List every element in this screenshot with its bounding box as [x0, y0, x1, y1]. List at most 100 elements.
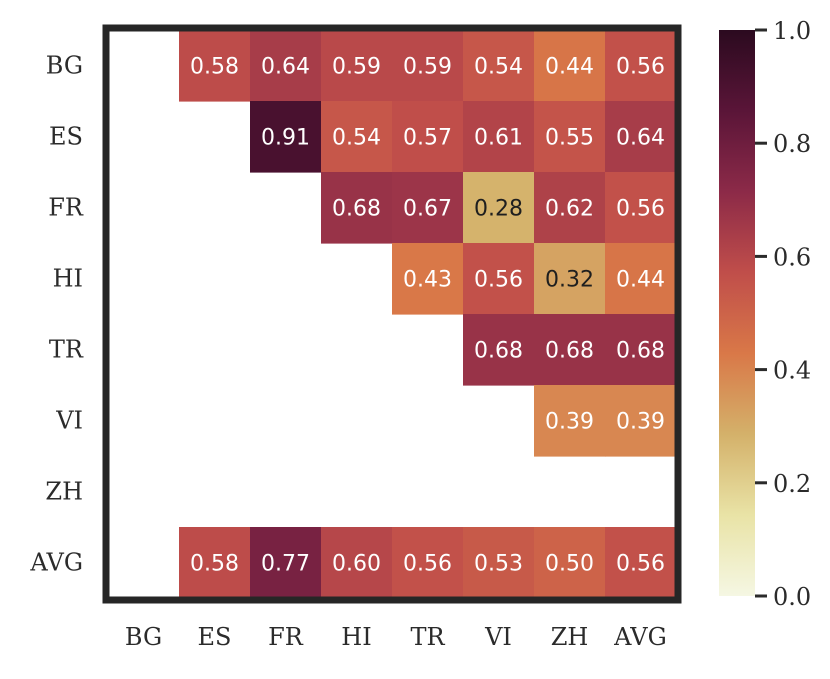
heatmap-cell-bg-hi [321, 30, 393, 102]
heatmap-cell-avg-tr [392, 527, 464, 599]
cell-value-label: 0.68 [332, 197, 381, 222]
heatmap-cell-es-tr [392, 101, 464, 173]
column-label-vi: VI [484, 623, 512, 651]
cell-value-label: 0.62 [545, 197, 594, 222]
heatmap-cell-avg-fr [250, 527, 322, 599]
cell-value-label: 0.59 [332, 55, 381, 80]
cell-value-label: 0.57 [403, 126, 452, 151]
heatmap-cell-avg-zh [534, 527, 606, 599]
column-label-fr: FR [268, 623, 304, 651]
heatmap-cell-fr-avg [605, 172, 677, 244]
row-label-bg: BG [46, 52, 83, 80]
row-label-es: ES [49, 123, 83, 151]
cell-value-label: 0.39 [545, 410, 594, 435]
cell-value-label: 0.58 [190, 55, 239, 80]
cell-value-label: 0.60 [332, 552, 381, 577]
heatmap-cell-avg-avg [605, 527, 677, 599]
cell-value-label: 0.67 [403, 197, 452, 222]
cell-value-label: 0.44 [545, 55, 594, 80]
heatmap-cell-tr-avg [605, 314, 677, 386]
colorbar-tick-label: 0.6 [773, 243, 811, 271]
heatmap-cell-fr-vi [463, 172, 535, 244]
column-label-es: ES [198, 623, 232, 651]
cell-value-label: 0.43 [403, 268, 452, 293]
heatmap-cell-bg-fr [250, 30, 322, 102]
cell-value-label: 0.68 [474, 339, 523, 364]
cell-value-label: 0.64 [616, 126, 665, 151]
heatmap-cell-fr-hi [321, 172, 393, 244]
heatmap-cell-hi-avg [605, 243, 677, 315]
heatmap-cell-avg-hi [321, 527, 393, 599]
colorbar-gradient [719, 30, 755, 596]
cell-value-label: 0.68 [616, 339, 665, 364]
cell-value-label: 0.56 [403, 552, 452, 577]
colorbar-tick-label: 0.4 [773, 357, 811, 385]
cell-value-label: 0.53 [474, 552, 523, 577]
cell-value-label: 0.59 [403, 55, 452, 80]
row-label-avg: AVG [29, 549, 83, 577]
heatmap-cell-es-fr [250, 101, 322, 173]
cell-value-label: 0.28 [474, 197, 523, 222]
heatmap-cell-labels: 0.58 0.64 0.59 0.59 0.54 0.44 0.56 0.91 0.54 0.57… [190, 55, 665, 577]
row-label-zh: ZH [45, 478, 83, 506]
cell-value-label: 0.61 [474, 126, 523, 151]
column-label-zh: ZH [551, 623, 589, 651]
heatmap-cell-avg-es [179, 527, 251, 599]
colorbar-tick-label: 0.0 [773, 583, 811, 611]
cell-value-label: 0.56 [474, 268, 523, 293]
heatmap-cell-bg-es [179, 30, 251, 102]
heatmap-cell-fr-tr [392, 172, 464, 244]
heatmap-cell-avg-vi [463, 527, 535, 599]
cell-value-label: 0.54 [474, 55, 523, 80]
row-label-fr: FR [48, 194, 84, 222]
heatmap-cell-hi-tr [392, 243, 464, 315]
colorbar-tick-label: 0.8 [773, 130, 811, 158]
row-label-vi: VI [55, 407, 83, 435]
heatmap-cell-fr-zh [534, 172, 606, 244]
heatmap-cell-bg-vi [463, 30, 535, 102]
column-label-hi: HI [341, 623, 371, 651]
column-label-avg: AVG [613, 623, 667, 651]
cell-value-label: 0.68 [545, 339, 594, 364]
heatmap-cell-es-hi [321, 101, 393, 173]
heatmap-cell-es-avg [605, 101, 677, 173]
cell-value-label: 0.55 [545, 126, 594, 151]
colorbar-tick-label: 1.0 [773, 17, 811, 45]
heatmap-cell-hi-vi [463, 243, 535, 315]
heatmap-cell-es-vi [463, 101, 535, 173]
cell-value-label: 0.50 [545, 552, 594, 577]
cell-value-label: 0.91 [261, 126, 310, 151]
row-tick-labels: BG ES FR HI TR VI ZH AVG [29, 52, 84, 577]
cell-value-label: 0.54 [332, 126, 381, 151]
cell-value-label: 0.44 [616, 268, 665, 293]
heatmap-cell-vi-avg [605, 385, 677, 457]
heatmap-cells [179, 30, 677, 599]
heatmap-cell-bg-zh [534, 30, 606, 102]
column-label-bg: BG [125, 623, 162, 651]
cell-value-label: 0.77 [261, 552, 310, 577]
colorbar: 0.0 0.2 0.4 0.6 0.8 1.0 [719, 17, 811, 611]
cell-value-label: 0.56 [616, 552, 665, 577]
row-label-tr: TR [49, 336, 84, 364]
colorbar-tick-label: 0.2 [773, 470, 811, 498]
heatmap-cell-bg-avg [605, 30, 677, 102]
colorbar-ticks: 0.0 0.2 0.4 0.6 0.8 1.0 [755, 17, 811, 611]
cell-value-label: 0.64 [261, 55, 310, 80]
cell-value-label: 0.32 [545, 268, 594, 293]
column-tick-labels: BG ES FR HI TR VI ZH AVG [125, 623, 667, 651]
heatmap-cell-es-zh [534, 101, 606, 173]
cell-value-label: 0.56 [616, 55, 665, 80]
heatmap-cell-tr-vi [463, 314, 535, 386]
heatmap-cell-vi-zh [534, 385, 606, 457]
cell-value-label: 0.39 [616, 410, 665, 435]
column-label-tr: TR [410, 623, 445, 651]
heatmap-cell-bg-tr [392, 30, 464, 102]
cell-value-label: 0.58 [190, 552, 239, 577]
heatmap-cell-hi-zh [534, 243, 606, 315]
cell-value-label: 0.56 [616, 197, 665, 222]
plot-frame [102, 24, 682, 604]
heatmap-cell-tr-zh [534, 314, 606, 386]
row-label-hi: HI [53, 265, 83, 293]
